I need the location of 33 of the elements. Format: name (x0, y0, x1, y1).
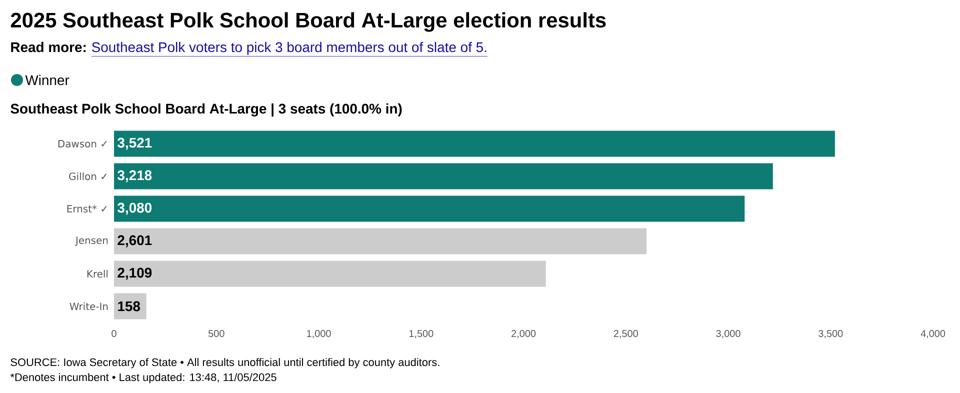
x-tick-label: 1,000 (307, 330, 331, 338)
source-note: SOURCE: Iowa Secretary of State • All results unofficial until certified by county auditors. (10, 358, 440, 368)
data-label: 2,601 (118, 235, 152, 248)
x-tick-label: 1,500 (409, 330, 434, 338)
x-tick-label: 3,000 (716, 330, 740, 338)
y-tick-label: Gillon ✓ (69, 172, 107, 180)
text: Southeast Polk voters to pick 3 board members out of slate of 5. (92, 42, 486, 55)
data-label: 3,218 (118, 170, 152, 182)
bar (114, 228, 647, 254)
text: *Denotes incumbent • Last updated: 13:48, 11/05/2025 (10, 373, 276, 384)
x-tick-label: 2,500 (614, 330, 638, 338)
y-tick-label: Ernst* ✓ (67, 204, 107, 213)
bar (114, 130, 835, 157)
data-label: 2,109 (118, 268, 152, 280)
chart-subtitle: Southeast Polk School Board At-Large | 3 seats (100.0% in) (10, 103, 402, 117)
data-label: 158 (118, 301, 140, 312)
text: Read more: (11, 42, 86, 52)
y-tick-label: Krell (87, 270, 108, 278)
bar (114, 163, 773, 190)
x-tick-label: 500 (208, 330, 224, 338)
bar (114, 196, 745, 222)
bar (114, 260, 546, 287)
data-label: 3,521 (118, 138, 152, 150)
x-tick-label: 3,500 (818, 330, 843, 338)
legend-label: Winner (25, 74, 70, 86)
y-tick-label: Write-In (70, 302, 108, 310)
x-tick-label: 0 (112, 330, 116, 338)
data-label: 3,080 (118, 202, 152, 215)
y-tick-label: Dawson ✓ (58, 140, 107, 148)
x-tick-label: 2,000 (512, 330, 536, 338)
x-tick-label: 4,000 (920, 330, 946, 338)
y-tick-label: Jensen (74, 236, 108, 246)
chart-title: 2025 Southeast Polk School Board At-Large election results (10, 12, 606, 32)
